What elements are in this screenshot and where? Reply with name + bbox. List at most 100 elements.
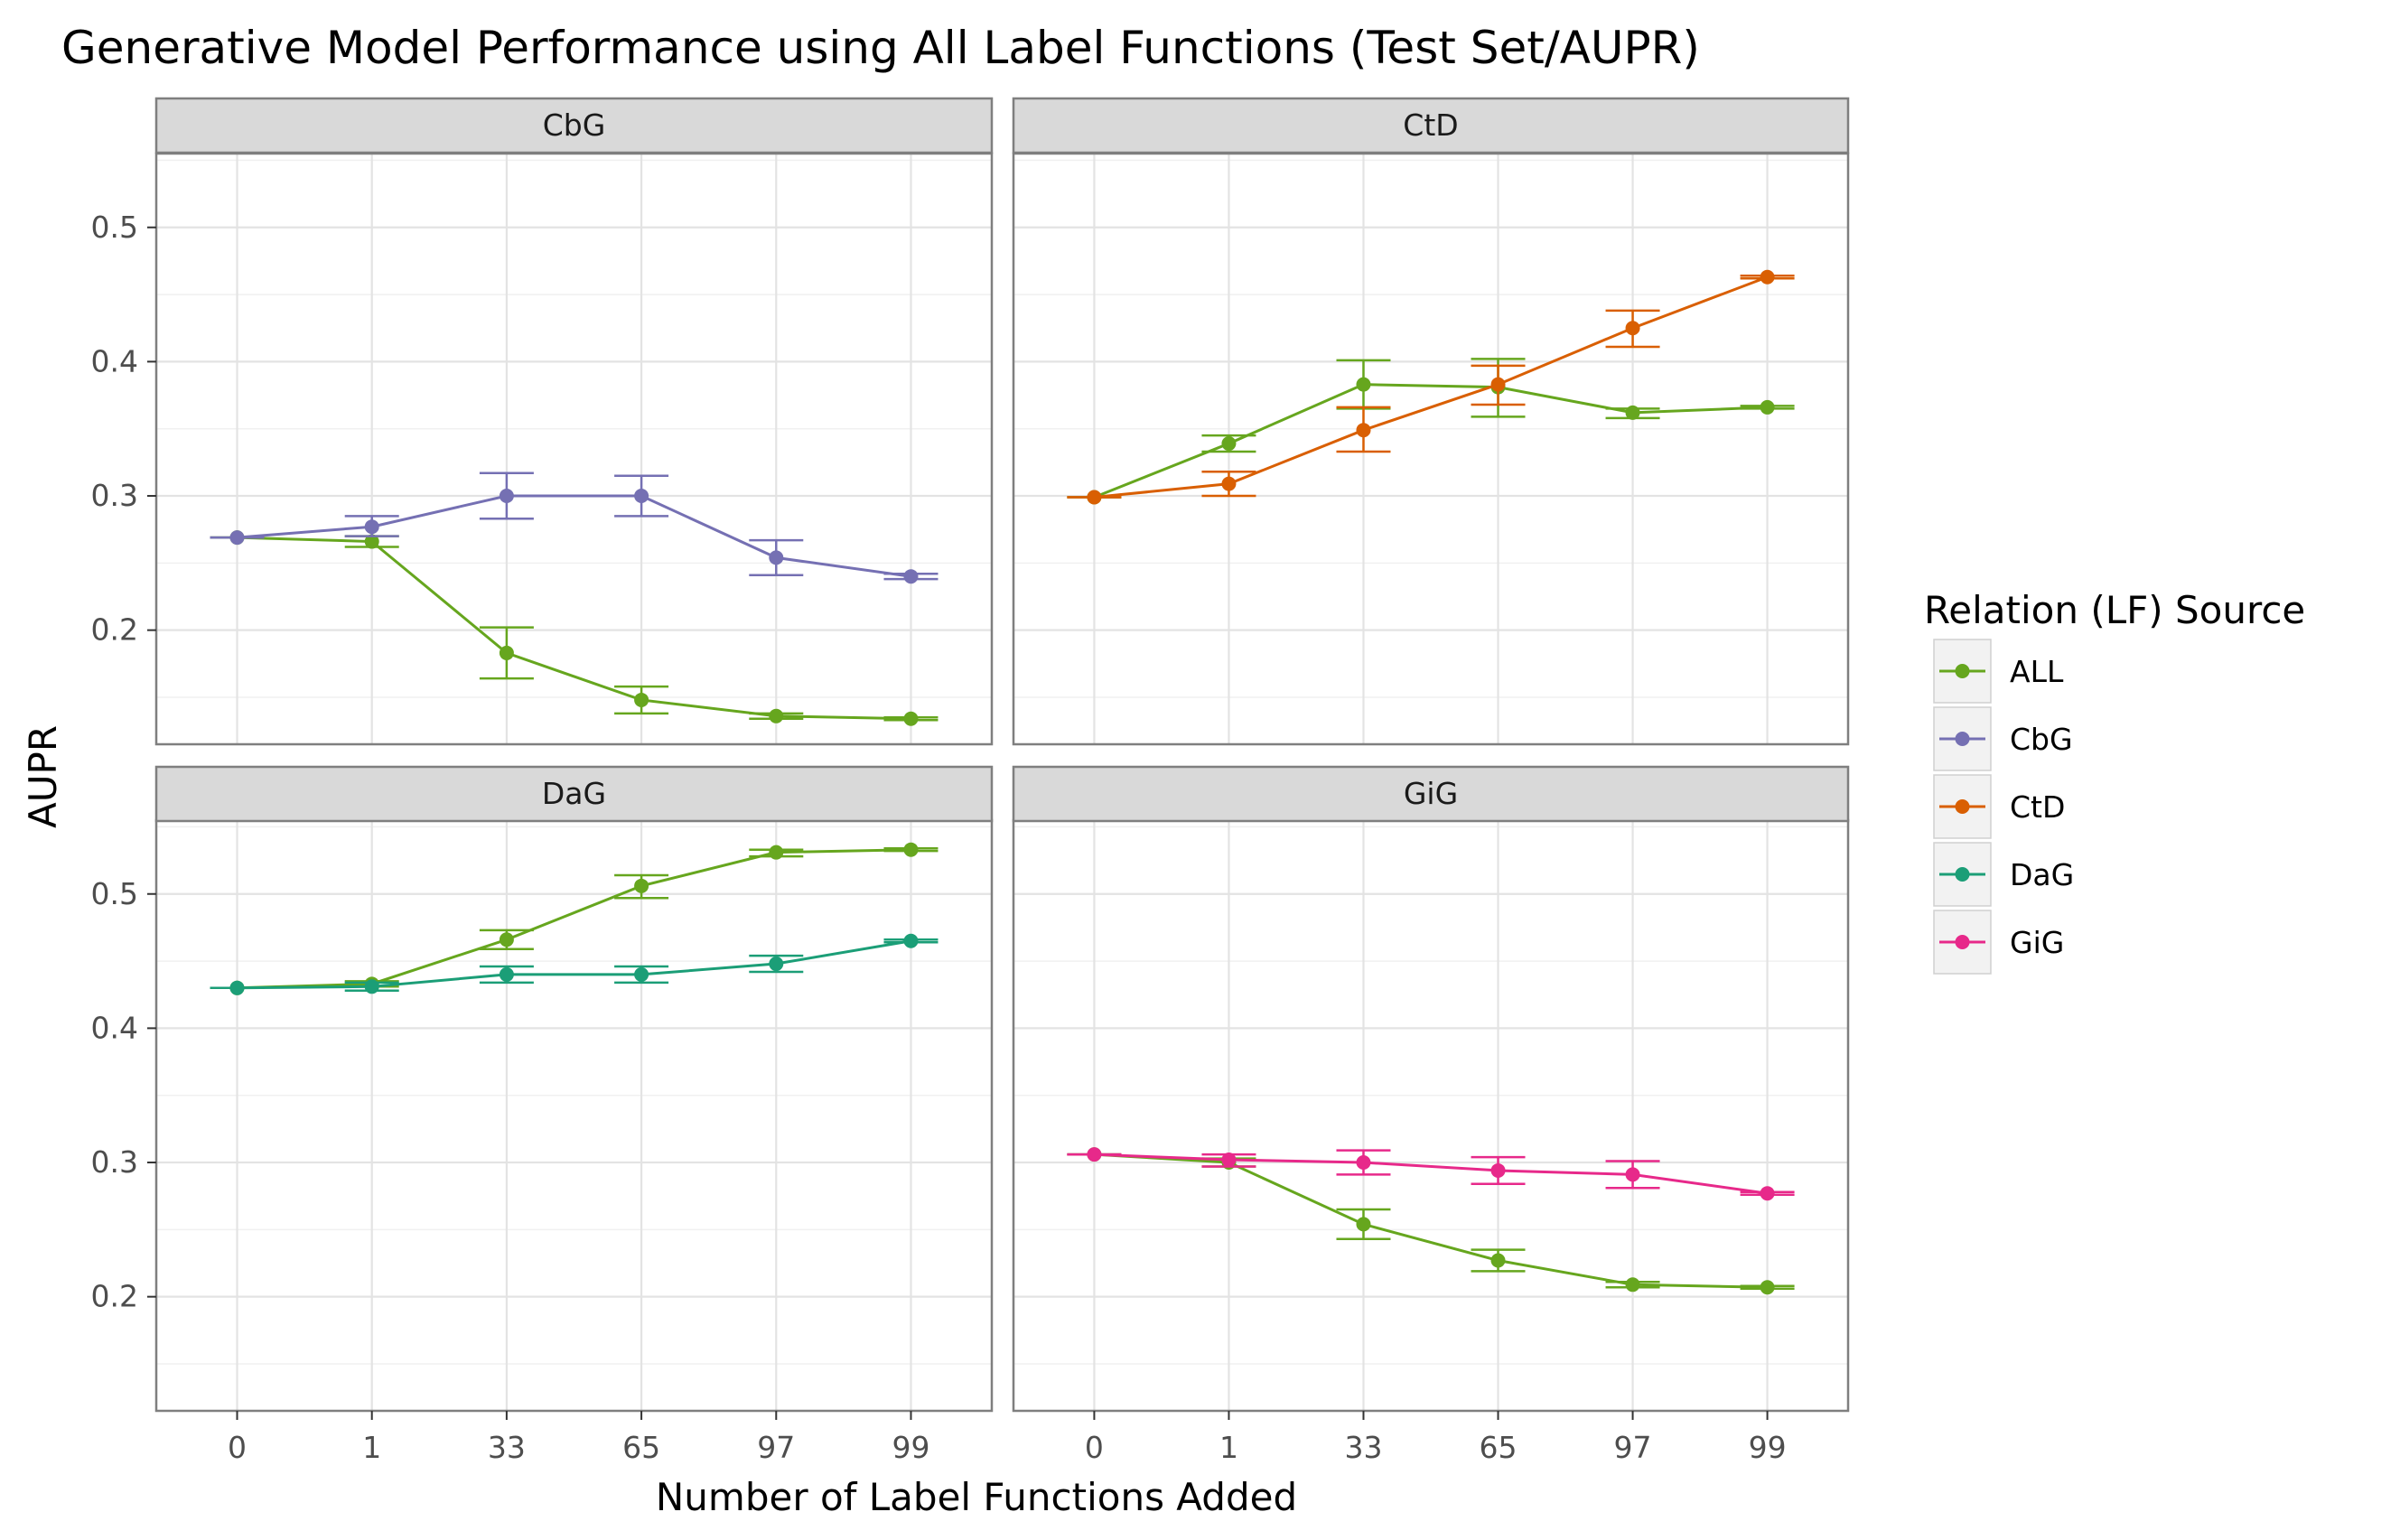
legend-key-point <box>1955 664 1970 678</box>
series-line <box>1093 383 1768 499</box>
data-point <box>1760 1186 1775 1201</box>
panel-background <box>1013 820 1848 1411</box>
x-tick-label: 0 <box>1085 1430 1104 1465</box>
data-point <box>1087 490 1102 505</box>
data-point <box>634 489 649 504</box>
panel-background <box>1013 154 1848 744</box>
data-point <box>634 692 649 707</box>
legend-label: GiG <box>2010 925 2064 960</box>
panel-GiG: GiG 0 1 33 65 97 99 <box>1012 765 1850 1465</box>
chart-title: Generative Model Performance using All L… <box>61 22 1700 74</box>
data-point <box>1760 1280 1775 1295</box>
facet-strip-label: GiG <box>1404 776 1458 811</box>
data-point <box>499 932 514 947</box>
data-point <box>1356 1155 1371 1171</box>
facet-strip-label: CtD <box>1403 107 1458 143</box>
y-tick-label: 0.4 <box>91 343 138 378</box>
legend-label: CbG <box>2010 722 2073 757</box>
x-tick-label: 65 <box>1480 1430 1518 1465</box>
facet-strip <box>154 97 994 154</box>
x-tick-label: 0 <box>228 1430 247 1465</box>
series-ALL <box>210 842 939 995</box>
y-axis-title: AUPR <box>21 725 65 828</box>
data-point <box>1760 399 1775 415</box>
x-tick-label: 1 <box>362 1430 381 1465</box>
data-point <box>499 645 514 660</box>
data-point <box>499 966 514 982</box>
x-tick-label: 99 <box>892 1430 929 1465</box>
legend-key-point <box>1955 867 1970 882</box>
data-point <box>499 489 514 504</box>
x-tick-label: 33 <box>1344 1430 1382 1465</box>
series-DaG <box>210 933 939 995</box>
data-point <box>769 708 784 723</box>
series-line <box>237 494 911 578</box>
y-tick-label: 0.3 <box>91 478 138 513</box>
data-point <box>1087 1147 1102 1162</box>
panel-background <box>156 820 992 1411</box>
legend-label: CtD <box>2010 789 2065 825</box>
series-line <box>1094 1153 1768 1195</box>
y-tick-label: 0.3 <box>91 1144 138 1180</box>
x-tick-label: 99 <box>1749 1430 1787 1465</box>
y-tick-label: 0.2 <box>91 1279 138 1314</box>
data-point <box>364 534 379 549</box>
series-line <box>1094 1153 1768 1289</box>
x-axis-title: Number of Label Functions Added <box>656 1475 1297 1519</box>
panel-CtD: CtD <box>1012 97 1850 746</box>
data-point <box>1356 423 1371 438</box>
data-point <box>1625 405 1640 420</box>
facet-strip <box>154 765 994 823</box>
data-point <box>1625 1167 1640 1182</box>
legend-entry-CtD: CtD <box>1933 774 2065 839</box>
y-tick-label: 0.5 <box>91 210 138 245</box>
x-tick-label: 97 <box>757 1430 795 1465</box>
facet-strip <box>1012 97 1850 154</box>
data-point <box>1490 1253 1506 1268</box>
data-point <box>769 550 784 565</box>
y-tick-label: 0.2 <box>91 612 138 648</box>
y-tick-label: 0.5 <box>91 876 138 911</box>
data-point <box>364 519 379 535</box>
data-point <box>903 933 919 948</box>
series-CbG <box>210 471 939 584</box>
series-line <box>1094 275 1769 499</box>
data-point <box>769 845 784 860</box>
legend-title: Relation (LF) Source <box>1924 588 2305 632</box>
data-point <box>1490 377 1506 392</box>
series-ALL <box>210 530 939 726</box>
data-point <box>229 530 245 546</box>
x-tick-label: 65 <box>622 1430 660 1465</box>
data-point <box>1221 436 1237 452</box>
legend-entry-CbG: CbG <box>1933 706 2073 771</box>
series-CtD <box>1067 269 1795 505</box>
data-point <box>634 966 649 982</box>
data-point <box>903 711 919 726</box>
legend-label: DaG <box>2010 857 2074 892</box>
facet-strip <box>1012 765 1850 823</box>
y-tick-label: 0.4 <box>91 1010 138 1045</box>
legend: Relation (LF) Source ALL CbG CtD DaG GiG <box>1924 588 2305 975</box>
data-point <box>634 878 649 893</box>
data-point <box>1760 269 1775 285</box>
legend-entry-ALL: ALL <box>1933 639 2064 704</box>
data-point <box>229 980 245 995</box>
data-point <box>1625 1277 1640 1293</box>
data-point <box>364 979 379 994</box>
facet-strip-label: CbG <box>543 107 606 143</box>
x-tick-label: 97 <box>1614 1430 1652 1465</box>
facet-panels: CbG 0.2 0.3 0.4 0.5 CtD DaG 0.2 0.3 0.4 0.5 0 1 33 65 9… <box>91 97 1850 1465</box>
legend-key-point <box>1955 935 1970 949</box>
series-line <box>237 939 911 990</box>
x-tick-label: 1 <box>1219 1430 1238 1465</box>
data-point <box>1356 1217 1371 1232</box>
data-point <box>1221 1153 1237 1168</box>
panel-DaG: DaG 0.2 0.3 0.4 0.5 0 1 33 65 97 99 <box>91 765 994 1465</box>
series-line <box>237 848 911 990</box>
legend-label: ALL <box>2010 654 2064 689</box>
panel-background <box>156 154 992 744</box>
data-point <box>903 842 919 857</box>
legend-key-point <box>1955 732 1970 746</box>
series-GiG <box>1067 1147 1795 1201</box>
